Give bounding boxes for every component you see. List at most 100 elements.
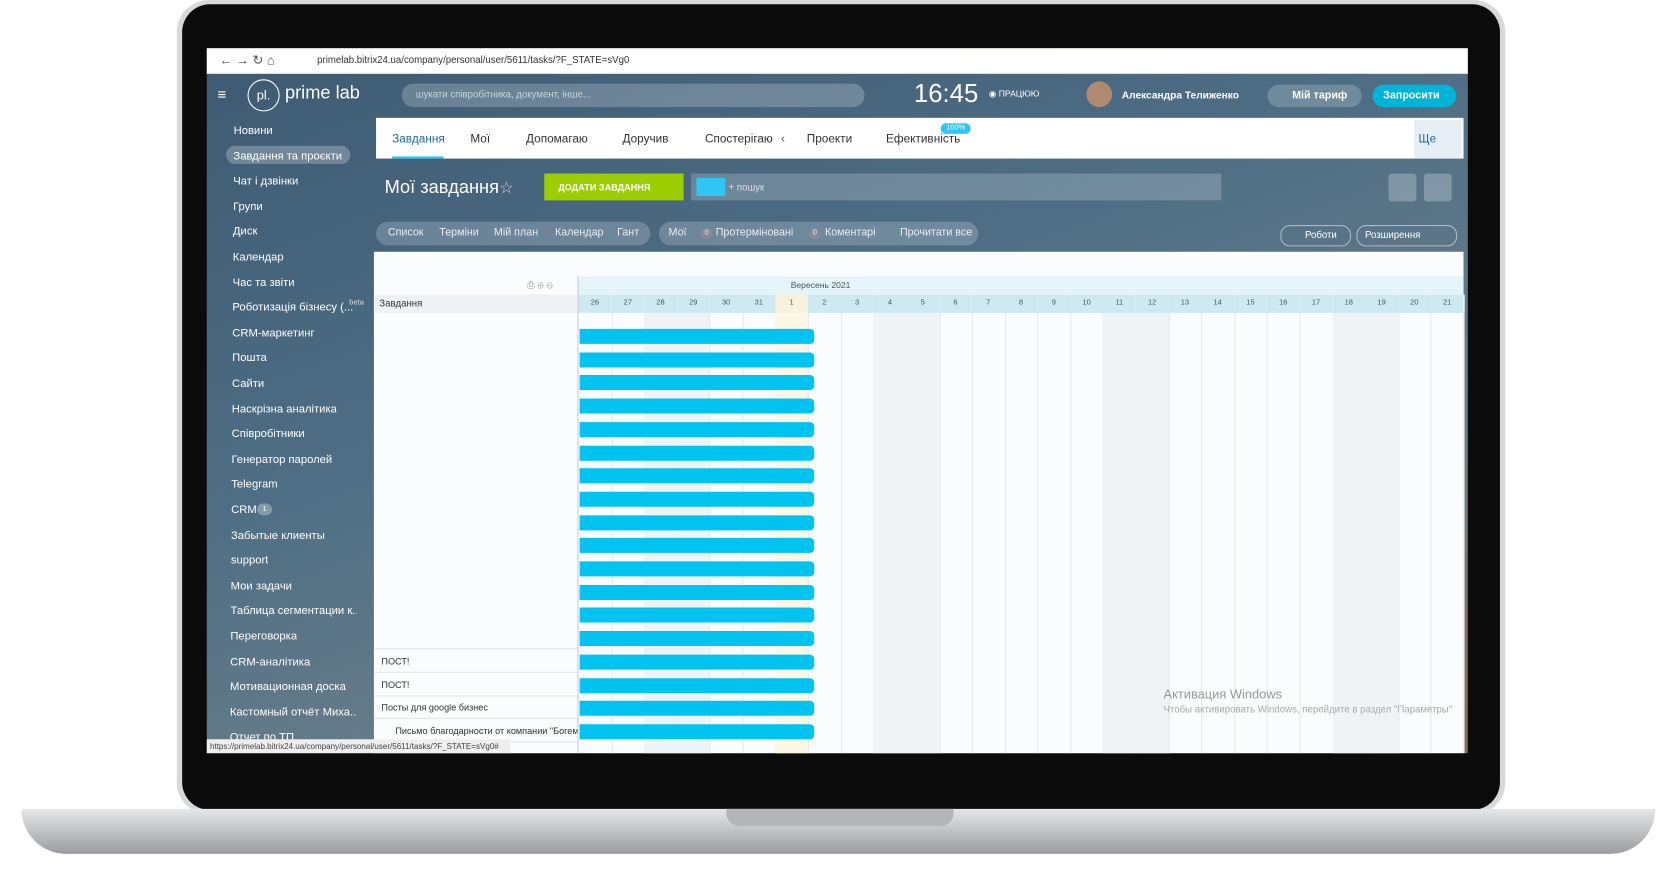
sidebar-item[interactable]: Завдання та проєкти xyxy=(233,149,343,163)
sidebar-item[interactable]: Мотивационная доска xyxy=(230,680,346,694)
user-name[interactable]: Александра Телиженко xyxy=(1121,89,1239,102)
menu-icon[interactable]: ≡ xyxy=(217,85,227,103)
sidebar-item[interactable]: Час та звіти xyxy=(232,275,295,289)
url[interactable]: primelab.bitrix24.ua/company/personal/us… xyxy=(317,54,630,66)
tab[interactable]: Мої xyxy=(470,132,491,146)
sidebar-item[interactable]: CRM-маркетинг xyxy=(232,326,315,340)
sidebar-item[interactable]: Диск xyxy=(232,225,258,239)
sidebar-item[interactable]: Кастомный отчёт Миха... xyxy=(229,705,357,719)
tab[interactable]: Допомагаю xyxy=(526,132,588,146)
tab[interactable]: Проекти xyxy=(806,132,853,146)
sidebar-item[interactable]: Співробітники xyxy=(231,427,305,441)
filter-box[interactable] xyxy=(691,173,1222,201)
sidebar-item[interactable]: Забытые клиенты xyxy=(230,528,325,542)
status-text: ПРАЦЮЮ xyxy=(998,88,1040,99)
sidebar-item[interactable]: Таблица сегментации к... xyxy=(230,604,357,618)
sidebar-item[interactable]: CRM xyxy=(231,503,257,517)
task-bar[interactable] xyxy=(579,375,815,391)
day-column xyxy=(1300,312,1334,754)
task-bar[interactable] xyxy=(579,561,815,577)
mine[interactable]: Мої xyxy=(668,227,687,239)
task-bar[interactable] xyxy=(579,538,815,554)
clock: 16:45 xyxy=(913,79,979,109)
task-bar[interactable] xyxy=(579,584,815,600)
view[interactable]: Список xyxy=(387,227,424,239)
sidebar-item[interactable]: Генератор паролей xyxy=(231,452,333,466)
sidebar-item[interactable]: CRM-аналітика xyxy=(230,655,311,669)
task-bar[interactable] xyxy=(579,607,815,623)
view[interactable]: Гант xyxy=(617,227,640,239)
sidebar-item[interactable]: Пошта xyxy=(232,351,267,365)
row-line xyxy=(374,532,578,533)
settings-button[interactable] xyxy=(1388,173,1417,202)
row-line xyxy=(373,671,578,673)
invite-button[interactable] xyxy=(1372,84,1457,108)
sidebar-item[interactable]: Telegram xyxy=(231,478,278,492)
task-bar[interactable] xyxy=(579,491,815,507)
gantt-tools[interactable]: ⎙ ⊕ ⊖ xyxy=(527,279,553,291)
task-bar[interactable] xyxy=(579,328,815,344)
tab[interactable]: Завдання xyxy=(392,132,445,146)
row-line xyxy=(373,694,578,696)
task-name[interactable]: Письмо благодарности от компании "Богем xyxy=(395,725,578,737)
task-bar[interactable] xyxy=(579,445,815,461)
tab[interactable]: Ефективність xyxy=(886,132,961,146)
view[interactable]: Календар xyxy=(554,227,604,239)
lightning-button[interactable] xyxy=(1423,173,1452,202)
sidebar-item[interactable]: Роботизація бізнесу (... xyxy=(232,301,354,315)
sidebar-item[interactable]: Наскрізна аналітика xyxy=(231,402,337,416)
filter-chip[interactable] xyxy=(696,177,726,197)
view[interactable]: Терміни xyxy=(439,227,479,239)
day-label: 7 xyxy=(986,298,991,307)
view[interactable]: Мій план xyxy=(493,227,539,239)
sidebar-item[interactable]: Чат і дзвінки xyxy=(233,174,299,188)
day-column xyxy=(1005,312,1039,754)
sidebar-item[interactable]: Календар xyxy=(232,250,284,264)
read-all[interactable]: Прочитати все xyxy=(899,227,973,239)
day-column xyxy=(972,312,1006,754)
task-name[interactable]: ПОСТ! xyxy=(381,678,410,690)
task-bar[interactable] xyxy=(579,398,815,414)
task-bar[interactable] xyxy=(579,654,815,670)
task-name[interactable]: ПОСТ! xyxy=(381,655,410,667)
task-bar[interactable] xyxy=(579,631,815,647)
sidebar-item[interactable]: Групи xyxy=(233,200,263,213)
task-bar[interactable] xyxy=(579,724,815,740)
avatar[interactable] xyxy=(1086,81,1113,108)
task-bar[interactable] xyxy=(579,421,815,437)
tab-underline xyxy=(392,156,444,159)
day-column xyxy=(841,312,875,754)
nav-buttons[interactable]: ← → ↻ ⌂ xyxy=(219,52,275,68)
robots-button[interactable] xyxy=(1280,224,1352,247)
sidebar-item[interactable]: Новини xyxy=(233,124,273,138)
sidebar-item[interactable]: support xyxy=(230,554,269,567)
day-column xyxy=(873,312,908,754)
sidebar-item[interactable]: Переговорка xyxy=(230,629,298,643)
row-line xyxy=(374,509,578,510)
tariff-button[interactable] xyxy=(1267,84,1362,108)
tab-more[interactable]: Ще xyxy=(1418,132,1437,146)
row-line xyxy=(374,346,578,347)
task-bar[interactable] xyxy=(579,677,815,693)
comments[interactable]: Коментарі xyxy=(824,227,876,239)
day-label: 9 xyxy=(1051,298,1056,307)
sidebar-item[interactable]: Мои задачи xyxy=(230,579,292,593)
day-label: 5 xyxy=(920,298,925,307)
search-box[interactable] xyxy=(401,83,865,108)
task-name[interactable]: Посты для google бизнес xyxy=(381,702,488,713)
task-bar[interactable] xyxy=(579,352,815,368)
task-bar[interactable] xyxy=(579,700,815,716)
star[interactable]: ☆ xyxy=(499,178,514,198)
tab[interactable]: Спостерігаю xyxy=(704,132,773,146)
sidebar-item[interactable]: Сайти xyxy=(231,377,265,390)
task-bar[interactable] xyxy=(579,514,815,530)
day-column xyxy=(579,312,613,754)
work-status[interactable]: ◉ ПРАЦЮЮ xyxy=(988,88,1040,99)
task-bar[interactable] xyxy=(579,468,815,484)
day-column xyxy=(906,312,941,754)
extensions-button[interactable] xyxy=(1356,224,1458,247)
add-button[interactable] xyxy=(544,173,684,201)
tab[interactable]: Доручив xyxy=(622,132,669,146)
overdue[interactable]: Протерміновані xyxy=(715,227,794,239)
